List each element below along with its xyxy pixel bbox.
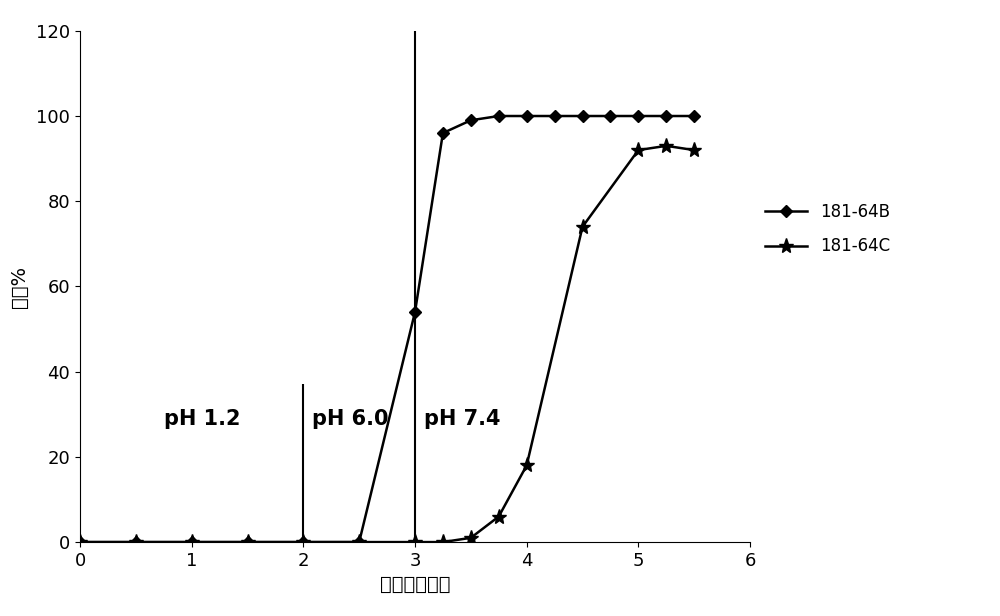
181-64C: [74, 538, 86, 546]
181-64C: [130, 538, 142, 546]
Line: 181-64B: 181-64B: [76, 112, 698, 546]
181-64C: [437, 538, 449, 546]
181-64B: [632, 112, 644, 120]
181-64B: [297, 538, 309, 546]
181-64B: [549, 112, 561, 120]
Text: pH 1.2: pH 1.2: [164, 408, 240, 429]
181-64C: [660, 142, 672, 150]
181-64C: [521, 462, 533, 469]
181-64C: [465, 534, 477, 541]
181-64B: [353, 538, 365, 546]
181-64B: [576, 112, 588, 120]
181-64B: [409, 309, 421, 316]
Text: pH 7.4: pH 7.4: [424, 408, 500, 429]
181-64C: [632, 147, 644, 154]
181-64B: [688, 112, 700, 120]
181-64B: [521, 112, 533, 120]
181-64C: [297, 538, 309, 546]
181-64C: [409, 538, 421, 546]
Legend: 181-64B, 181-64C: 181-64B, 181-64C: [765, 203, 890, 256]
181-64B: [74, 538, 86, 546]
181-64B: [465, 116, 477, 124]
181-64B: [604, 112, 616, 120]
181-64B: [437, 129, 449, 137]
181-64C: [242, 538, 254, 546]
181-64B: [660, 112, 672, 120]
181-64C: [493, 513, 505, 520]
181-64C: [688, 147, 700, 154]
181-64B: [186, 538, 198, 546]
181-64C: [353, 538, 365, 546]
Text: pH 6.0: pH 6.0: [312, 408, 389, 429]
181-64B: [242, 538, 254, 546]
181-64C: [186, 538, 198, 546]
Y-axis label: 释放%: 释放%: [10, 265, 29, 307]
181-64B: [493, 112, 505, 120]
181-64C: [576, 223, 588, 230]
Line: 181-64C: 181-64C: [72, 138, 702, 549]
181-64B: [130, 538, 142, 546]
X-axis label: 时间（小时）: 时间（小时）: [380, 575, 450, 594]
